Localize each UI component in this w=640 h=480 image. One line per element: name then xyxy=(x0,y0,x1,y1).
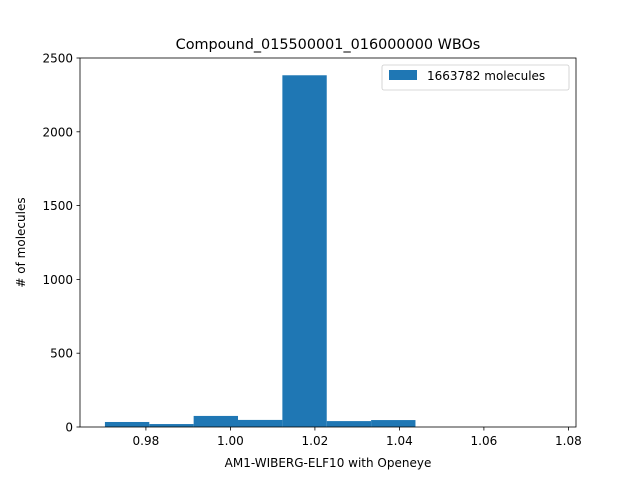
x-axis-ticks: 0.98 1.00 1.02 1.04 1.06 1.08 xyxy=(133,427,582,448)
y-tick-label: 1500 xyxy=(42,199,73,213)
legend-swatch xyxy=(389,70,417,80)
y-tick-label: 500 xyxy=(50,347,73,361)
histogram-bar-4 xyxy=(282,75,327,428)
histogram-bar-3 xyxy=(238,419,283,427)
y-tick-label: 1000 xyxy=(42,273,73,287)
y-tick-label: 2500 xyxy=(42,52,73,66)
legend-frame xyxy=(381,64,570,91)
x-tick-label: 1.00 xyxy=(217,434,244,448)
y-axis-label: # of molecules xyxy=(14,197,28,287)
x-tick-label: 1.04 xyxy=(386,434,413,448)
y-tick-label: 2000 xyxy=(42,125,73,139)
histogram-bar-6 xyxy=(371,420,416,427)
histogram-bars xyxy=(104,75,416,428)
plot-frame xyxy=(79,57,577,428)
x-tick-label: 1.08 xyxy=(555,434,582,448)
y-tick-label: 0 xyxy=(65,421,73,435)
x-tick-label: 1.06 xyxy=(471,434,498,448)
histogram-bar-5 xyxy=(326,421,372,427)
histogram-bar-0 xyxy=(104,421,150,427)
chart-title: Compound_015500001_016000000 WBOs xyxy=(176,37,481,53)
histogram-bar-2 xyxy=(193,415,239,427)
x-tick-label: 1.02 xyxy=(302,434,329,448)
x-axis-label: AM1-WIBERG-ELF10 with Openeye xyxy=(225,456,432,470)
y-axis-ticks: 0 500 1000 1500 2000 2500 xyxy=(42,52,80,435)
x-tick-label: 0.98 xyxy=(133,434,160,448)
legend: 1663782 molecules xyxy=(381,64,570,91)
histogram-bar-1 xyxy=(149,424,194,427)
legend-label: 1663782 molecules xyxy=(427,69,545,83)
